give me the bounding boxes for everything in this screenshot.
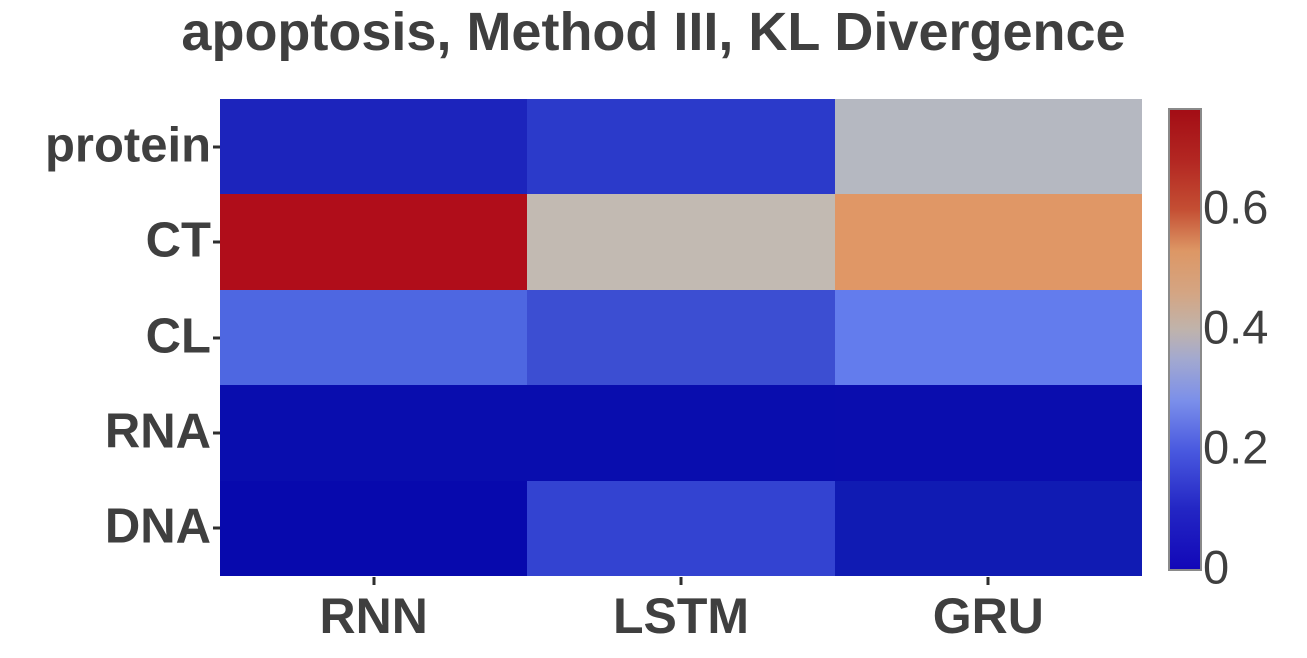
heatmap-cell-RNA-LSTM [527, 385, 835, 481]
row-label-protein: protein [44, 118, 211, 173]
heatmap-cell-RNA-GRU [834, 385, 1142, 481]
row-label-RNA: RNA [104, 404, 211, 459]
chart-title: apoptosis, Method III, KL Divergence [181, 2, 1126, 62]
heatmap-cell-CL-LSTM [527, 289, 835, 386]
x-tick [679, 577, 683, 585]
heatmap-cell-DNA-LSTM [527, 480, 835, 576]
x-tick [986, 577, 990, 585]
heatmap-cell-CT-RNN [220, 194, 528, 290]
heatmap-cell-DNA-GRU [834, 480, 1142, 576]
colorbar-tick-label-0.2: 0.2 [1203, 420, 1269, 474]
heatmap-cell-protein-RNN [220, 99, 528, 195]
heatmap-cell-CT-GRU [834, 194, 1142, 290]
heatmap-cell-protein-LSTM [527, 99, 835, 195]
colorbar-tick-label-0.6: 0.6 [1203, 180, 1269, 234]
colorbar-tick-label-0: 0 [1203, 540, 1230, 594]
heatmap-cell-CL-GRU [834, 289, 1142, 386]
colorbar-tick-label-0.4: 0.4 [1203, 300, 1269, 354]
y-tick [213, 145, 220, 149]
heatmap-cell-DNA-RNN [220, 480, 528, 576]
y-tick [213, 240, 220, 244]
y-tick [213, 526, 220, 530]
row-label-CT: CT [145, 213, 211, 268]
row-label-CL: CL [145, 309, 211, 364]
heatmap-cell-RNA-RNN [220, 385, 528, 481]
col-label-RNN: RNN [319, 588, 428, 644]
col-label-GRU: GRU [932, 588, 1044, 644]
x-tick [372, 577, 376, 585]
col-label-LSTM: LSTM [612, 588, 750, 644]
heatmap-cell-CT-LSTM [527, 194, 835, 290]
colorbar [1168, 108, 1202, 571]
y-tick [213, 431, 220, 435]
heatmap-cell-protein-GRU [834, 99, 1142, 195]
row-label-DNA: DNA [104, 499, 211, 554]
heatmap-grid [220, 99, 1142, 576]
heatmap-cell-CL-RNN [220, 289, 528, 386]
y-tick [213, 336, 220, 339]
